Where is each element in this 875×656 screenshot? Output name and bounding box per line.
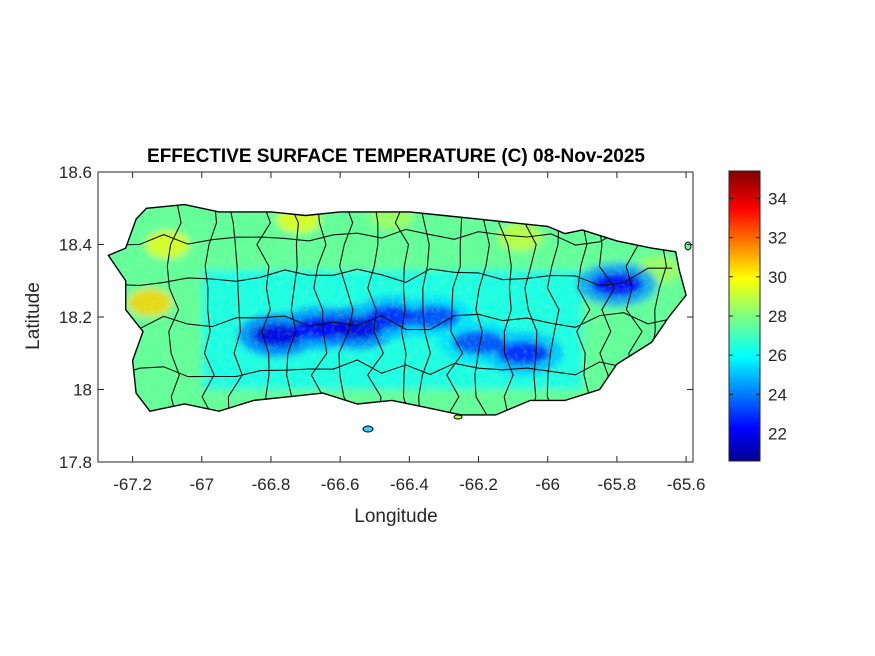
colorbar: 22 24 26 28 30 32 34 [728, 170, 787, 462]
colorbar-tick-label: 34 [768, 189, 787, 208]
x-tick-label: -66.2 [459, 475, 498, 494]
colorbar-tick-label: 32 [768, 229, 787, 248]
x-tick-label: -66.4 [390, 475, 429, 494]
x-tick-label: -65.8 [598, 475, 637, 494]
x-axis-label: Longitude [354, 506, 437, 527]
y-axis-label: Latitude [23, 282, 44, 350]
colorbar-tick-label: 22 [768, 425, 787, 444]
y-tick-label: 18.4 [59, 236, 92, 255]
colorbar-tick-label: 26 [768, 346, 787, 365]
y-tick-label: 18.2 [59, 308, 92, 327]
y-tick-label: 18 [73, 381, 92, 400]
colorbar-ticks: 22 24 26 28 30 32 34 [729, 189, 787, 444]
colorbar-tick-label: 28 [768, 307, 787, 326]
islet [362, 425, 374, 433]
chart-title: EFFECTIVE SURFACE TEMPERATURE (C) 08-Nov… [147, 146, 645, 167]
x-axis: -67.2 -67 -66.8 -66.6 -66.4 -66.2 -66 -65.8 -65.… [113, 172, 705, 494]
municipality-boundaries [114, 204, 673, 415]
islet [684, 241, 692, 251]
x-tick-label: -65.6 [667, 475, 706, 494]
x-tick-label: -66.8 [252, 475, 291, 494]
x-tick-label: -66 [535, 475, 560, 494]
x-tick-label: -67.2 [113, 475, 152, 494]
y-tick-label: 18.6 [59, 163, 92, 182]
island-coastline [107, 203, 687, 416]
colorbar-tick-label: 24 [768, 385, 787, 404]
x-tick-label: -66.6 [321, 475, 360, 494]
y-axis: 17.8 18 18.2 18.4 18.6 [59, 163, 693, 472]
y-tick-label: 17.8 [59, 453, 92, 472]
islet [453, 414, 463, 420]
colorbar-gradient [728, 170, 761, 462]
colorbar-tick-label: 30 [768, 268, 787, 287]
x-tick-label: -67 [189, 475, 214, 494]
